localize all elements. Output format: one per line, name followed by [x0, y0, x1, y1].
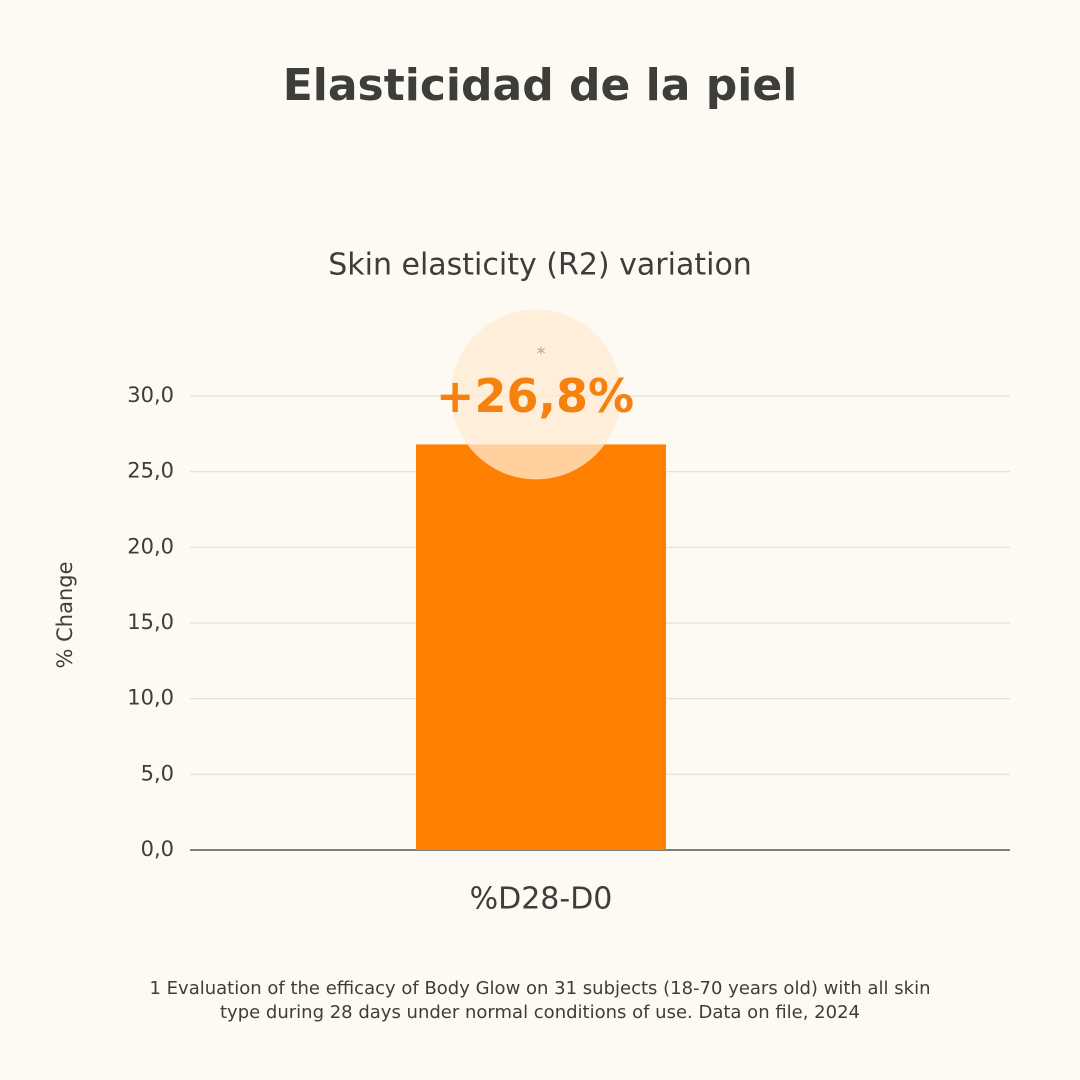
y-tick-label: 25,0 — [127, 459, 174, 483]
y-tick-label: 15,0 — [127, 610, 174, 634]
footnote: 1 Evaluation of the efficacy of Body Glo… — [150, 978, 931, 999]
value-label: +26,8% — [436, 369, 634, 423]
y-tick-label: 30,0 — [127, 383, 174, 407]
y-tick-label: 5,0 — [141, 761, 174, 785]
chart-title: Elasticidad de la piel — [283, 60, 798, 111]
highlight-circle — [451, 309, 621, 480]
x-tick-label: %D28-D0 — [470, 882, 613, 917]
y-axis-label: % Change — [53, 561, 77, 668]
y-tick-label: 0,0 — [141, 837, 174, 861]
bar — [416, 444, 666, 850]
footnote: type during 28 days under normal conditi… — [220, 1002, 860, 1023]
annotation: * — [537, 343, 546, 364]
y-tick-label: 10,0 — [127, 686, 174, 710]
chart-subtitle: Skin elasticity (R2) variation — [328, 248, 752, 283]
y-tick-label: 20,0 — [127, 534, 174, 558]
